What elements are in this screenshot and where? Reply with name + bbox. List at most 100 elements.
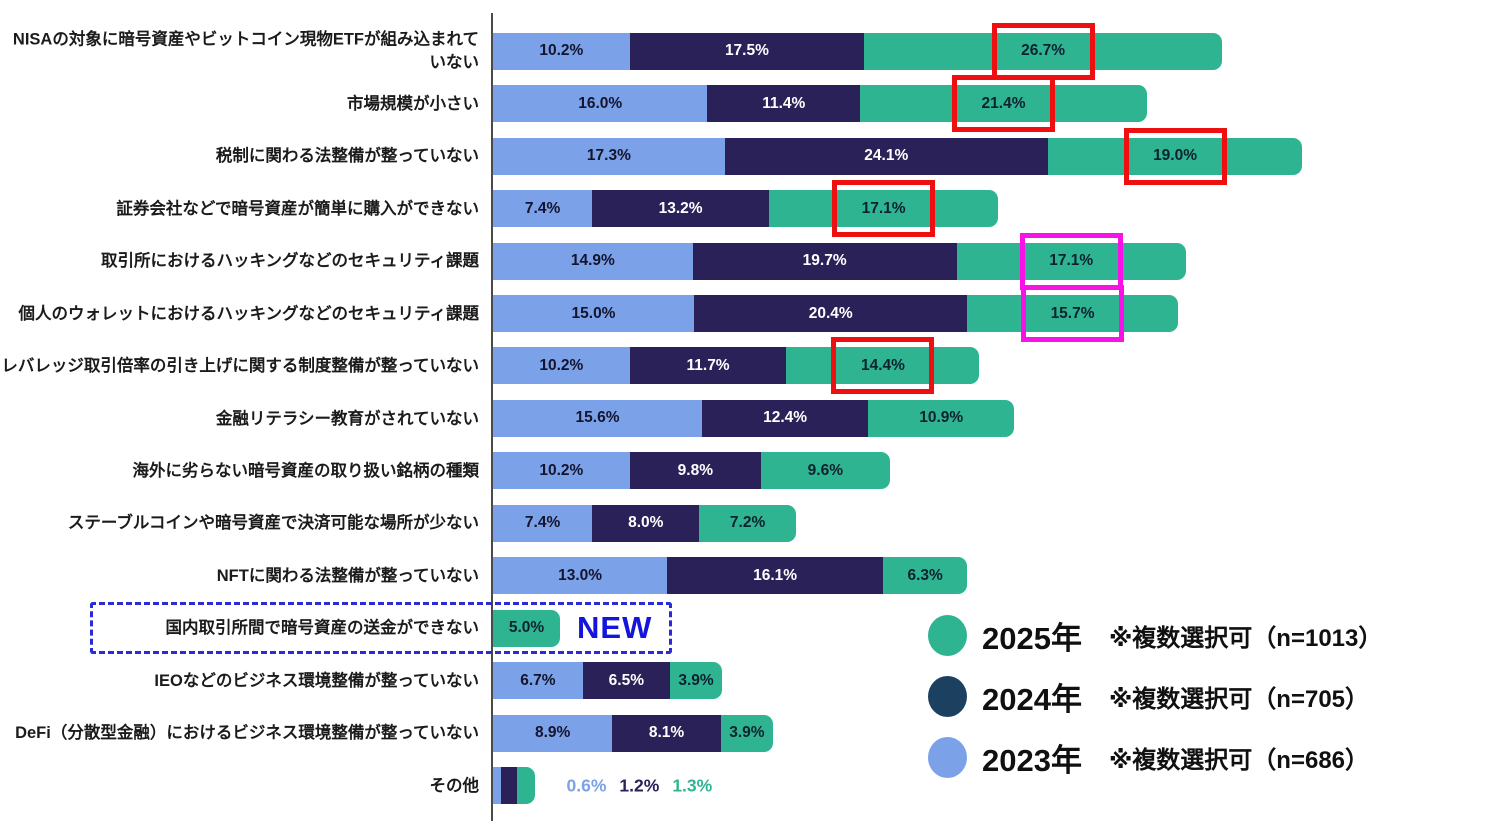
bar-segment-2023年: 6.7% <box>493 662 583 700</box>
bar-segment-2025年: 10.9% <box>868 399 1015 437</box>
category-label: ステーブルコインや暗号資産で決済可能な場所が少ない <box>67 514 479 533</box>
category-label: 国内取引所間で暗号資産の送金ができない <box>165 619 480 638</box>
category-label: 取引所におけるハッキングなどのセキュリティ課題 <box>100 252 479 271</box>
bar-group: 5.0% NEW <box>493 609 1506 647</box>
bar-group: 13.0% 16.1% 6.3% <box>493 557 1506 595</box>
bar-segment-2025年: 3.9% <box>720 714 774 752</box>
bar-segment-2023年: 17.3% <box>493 137 725 175</box>
outside-value-labels: 0.6% 1.2% 1.3% <box>567 775 713 796</box>
value-label-2025年: 1.3% <box>672 775 713 796</box>
category-label: 証券会社などで暗号資産が簡単に購入ができない <box>116 199 479 218</box>
bar-segment-2024年: 12.4% <box>702 399 869 437</box>
bar-group: 7.4% 13.2% 17.1% <box>493 180 1506 238</box>
bar-group: 0.6% 1.2% 1.3% <box>493 767 1506 805</box>
red-highlight-box <box>952 75 1056 133</box>
bar-group: 6.7% 6.5% 3.9% <box>493 662 1506 700</box>
chart-row: NISAの対象に暗号資産やビットコイン現物ETFが組み込まれていない 10.2% 1… <box>0 22 1506 80</box>
bar-group: 10.2% 17.5% 26.7% <box>493 22 1506 80</box>
chart-row: 国内取引所間で暗号資産の送金ができない 5.0% NEW <box>0 602 1506 655</box>
bar-group: 15.6% 12.4% 10.9% <box>493 399 1506 437</box>
chart-row: 税制に関わる法整備が整っていない 17.3% 24.1% 19.0% <box>0 127 1506 185</box>
chart-row: IEOなどのビジネス環境整備が整っていない 6.7% 6.5% 3.9% <box>0 655 1506 707</box>
category-label: 海外に劣らない暗号資産の取り扱い銘柄の種類 <box>132 461 480 480</box>
bar-segment-2025年: 9.6% <box>761 452 890 490</box>
category-label: その他 <box>429 776 480 795</box>
bar-group: 16.0% 11.4% 21.4% <box>493 75 1506 133</box>
bar-segment-2023年 <box>493 767 502 805</box>
bar-segment-2024年: 13.2% <box>592 190 770 228</box>
bar-segment-2023年: 16.0% <box>493 85 708 123</box>
bar-segment-2025年 <box>517 767 535 805</box>
bar-segment-2024年: 24.1% <box>724 137 1048 175</box>
bar-segment-2023年: 7.4% <box>493 504 593 542</box>
red-highlight-box <box>831 337 935 395</box>
chart-row: 個人のウォレットにおけるハッキングなどのセキュリティ課題 15.0% 20.4% 15… <box>0 285 1506 343</box>
bar-segment-2023年: 8.9% <box>493 714 613 752</box>
bar-segment-2024年: 8.0% <box>592 504 700 542</box>
category-label: レバレッジ取引倍率の引き上げに関する制度整備が整っていない <box>1 356 479 375</box>
bar-segment-2023年: 10.2% <box>493 32 630 70</box>
magenta-highlight-box <box>1019 232 1123 290</box>
chart-row: ステーブルコインや暗号資産で決済可能な場所が少ない 7.4% 8.0% 7.2% <box>0 497 1506 549</box>
legend: 2025年 ※複数選択可（n=1013） 2024年 ※複数選択可（n=705）… <box>928 614 1382 797</box>
value-label-2024年: 1.2% <box>619 775 660 796</box>
bar-segment-2025年: 17.1% <box>956 242 1186 280</box>
category-label: 税制に関わる法整備が整っていない <box>215 147 479 166</box>
bar-segment-2025年: 3.9% <box>669 662 723 700</box>
chart-row: NFTに関わる法整備が整っていない 13.0% 16.1% 6.3% <box>0 550 1506 602</box>
bar-group: 7.4% 8.0% 7.2% <box>493 504 1506 542</box>
bar-segment-2025年: 19.0% <box>1047 137 1303 175</box>
legend-swatch-2023-icon <box>928 736 967 778</box>
legend-swatch-2025-icon <box>928 614 967 656</box>
category-label: NFTに関わる法整備が整っていない <box>216 566 479 585</box>
legend-note-2024: ※複数選択可（n=705） <box>1108 685 1370 713</box>
bar-segment-2023年: 15.6% <box>493 399 703 437</box>
bar-segment-2025年: 6.3% <box>882 557 968 595</box>
red-highlight-box <box>991 22 1095 80</box>
value-label-2023年: 0.6% <box>566 775 607 796</box>
bar-group: 10.2% 9.8% 9.6% <box>493 452 1506 490</box>
bar-segment-2024年: 6.5% <box>582 662 670 700</box>
legend-item-2025: 2025年 ※複数選択可（n=1013） <box>928 614 1382 656</box>
bar-group: 10.2% 11.7% 14.4% <box>493 337 1506 395</box>
red-highlight-box <box>832 180 936 238</box>
legend-year-2025: 2025年 <box>982 620 1082 656</box>
bar-segment-2024年: 17.5% <box>629 32 865 70</box>
category-label: DeFi（分散型金融）におけるビジネス環境整備が整っていない <box>15 724 479 743</box>
legend-swatch-2024-icon <box>928 675 967 717</box>
legend-year-2024: 2024年 <box>982 681 1082 717</box>
legend-year-2023: 2023年 <box>982 742 1082 778</box>
bar-segment-2025年: 17.1% <box>769 190 999 228</box>
bar-segment-2023年: 7.4% <box>493 190 593 228</box>
new-item-dashed-outline <box>90 602 672 655</box>
new-badge: NEW <box>577 610 653 646</box>
red-highlight-box <box>1123 127 1227 185</box>
magenta-highlight-box <box>1021 285 1125 343</box>
chart-row: その他 0.6% 1.2% 1.3% <box>0 760 1506 812</box>
category-label: IEOなどのビジネス環境整備が整っていない <box>154 671 479 690</box>
bar-segment-2023年: 13.0% <box>493 557 668 595</box>
legend-item-2024: 2024年 ※複数選択可（n=705） <box>928 675 1382 717</box>
bar-segment-2024年: 19.7% <box>692 242 957 280</box>
bar-segment-2024年: 9.8% <box>629 452 761 490</box>
category-label: 市場規模が小さい <box>347 94 479 113</box>
chart-row: 金融リテラシー教育がされていない 15.6% 12.4% 10.9% <box>0 392 1506 444</box>
chart-row: レバレッジ取引倍率の引き上げに関する制度整備が整っていない 10.2% 11.7% 1… <box>0 337 1506 395</box>
bar-segment-2025年: 26.7% <box>864 32 1222 70</box>
chart-row: DeFi（分散型金融）におけるビジネス環境整備が整っていない 8.9% 8.1% 3.… <box>0 707 1506 759</box>
bar-group: 8.9% 8.1% 3.9% <box>493 714 1506 752</box>
bar-segment-2024年: 11.4% <box>707 85 861 123</box>
bar-segment-2024年: 8.1% <box>612 714 721 752</box>
legend-note-2025: ※複数選択可（n=1013） <box>1108 624 1383 652</box>
bar-group: 14.9% 19.7% 17.1% <box>493 232 1506 290</box>
bar-segment-2024年: 20.4% <box>694 295 968 333</box>
bar-segment-2025年: 7.2% <box>699 504 796 542</box>
chart-row: 海外に劣らない暗号資産の取り扱い銘柄の種類 10.2% 9.8% 9.6% <box>0 445 1506 497</box>
bar-segment-2025年: 15.7% <box>967 295 1178 333</box>
bar-segment-2023年: 10.2% <box>493 347 630 385</box>
chart-row: 取引所におけるハッキングなどのセキュリティ課題 14.9% 19.7% 17.1% <box>0 232 1506 290</box>
bar-segment-2025年: 5.0% <box>493 609 560 647</box>
category-label: 金融リテラシー教育がされていない <box>215 409 479 428</box>
bar-group: 15.0% 20.4% 15.7% <box>493 285 1506 343</box>
category-label: NISAの対象に暗号資産やビットコイン現物ETFが組み込まれていない <box>12 31 479 72</box>
